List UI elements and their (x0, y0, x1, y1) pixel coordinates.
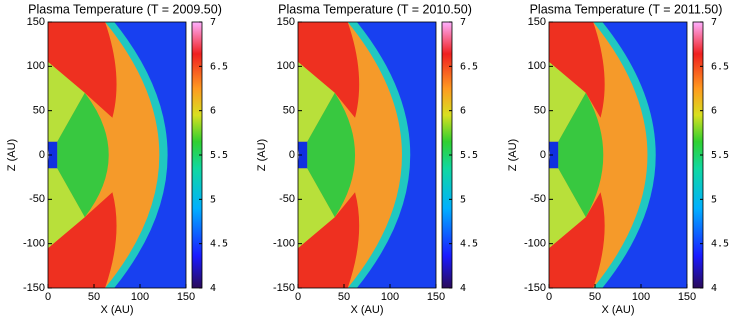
x-axis-label: X (AU) (351, 304, 384, 316)
inner-core (48, 141, 58, 169)
colorbar-tick-label: 6 (711, 106, 717, 117)
y-tick-label: -150 (23, 282, 45, 294)
x-tick-label: 50 (589, 291, 601, 303)
x-tick-label: 100 (632, 291, 650, 303)
x-tick-label: 0 (546, 291, 552, 303)
y-tick-label: -100 (23, 238, 45, 250)
heatmap-field (549, 22, 687, 288)
y-tick-label: -100 (273, 238, 295, 250)
y-tick-label: 0 (39, 149, 45, 161)
chart-title: Plasma Temperature (T = 2010.50) (278, 2, 472, 16)
lobe-region (549, 61, 586, 142)
colorbar-tick-label: 4.5 (460, 239, 478, 250)
lobe-region (298, 168, 335, 249)
heatmap-field (298, 22, 436, 288)
y-tick-label: 100 (27, 60, 45, 72)
y-tick-label: 50 (33, 105, 45, 117)
colorbar-tick-label: 5 (711, 194, 717, 205)
x-tick-label: 100 (381, 291, 399, 303)
polar-region (298, 22, 360, 118)
y-tick-label: 100 (528, 60, 546, 72)
chart-title: Plasma Temperature (T = 2011.50) (530, 2, 723, 16)
inner-core (549, 141, 559, 169)
colorbar-tick-label: 5 (210, 194, 216, 205)
inner-region (558, 92, 604, 218)
inner-region (307, 92, 356, 218)
x-tick-label: 0 (295, 291, 301, 303)
colorbar-tick-label: 6.5 (460, 61, 478, 72)
colorbar-tick-label: 5 (460, 194, 466, 205)
colorbar-tick-label: 4.5 (711, 239, 729, 250)
lobe-region (549, 168, 586, 249)
colorbar-tick-label: 4 (711, 283, 717, 294)
y-tick-label: -50 (279, 193, 295, 205)
polar-region (48, 192, 117, 288)
y-tick-label: 0 (540, 149, 546, 161)
y-tick-label: -50 (29, 193, 45, 205)
y-tick-label: -50 (530, 193, 546, 205)
y-tick-label: 50 (283, 105, 295, 117)
y-tick-label: -150 (273, 282, 295, 294)
colorbar-tick-label: 6 (210, 106, 216, 117)
inner-core (298, 141, 308, 169)
colorbar-tick-label: 6.5 (210, 61, 228, 72)
colorbar-tick-label: 4 (460, 283, 466, 294)
polar-region (549, 192, 605, 288)
colorbar-tick-label: 4 (210, 283, 216, 294)
y-tick-label: -150 (524, 282, 546, 294)
inner-region (57, 92, 109, 218)
x-axis-label: X (AU) (602, 304, 635, 316)
colorbar-tick-label: 5.5 (460, 150, 478, 161)
y-tick-label: -100 (524, 238, 546, 250)
colorbar-tick-label: 7 (460, 17, 466, 28)
colorbar-tick-label: 4.5 (210, 239, 228, 250)
heatmap-field (48, 22, 186, 288)
colorbar-tick-label: 5.5 (711, 150, 729, 161)
x-tick-label: 50 (338, 291, 350, 303)
chart-title: Plasma Temperature (T = 2009.50) (28, 2, 222, 16)
colorbar-tick-label: 7 (210, 17, 216, 28)
x-tick-label: 50 (88, 291, 100, 303)
lobe-region (48, 168, 85, 249)
lobe-region (48, 61, 85, 142)
colorbar-tick-label: 5.5 (210, 150, 228, 161)
colorbar-tick-label: 6.5 (711, 61, 729, 72)
y-tick-label: 0 (289, 149, 295, 161)
lobe-region (298, 61, 335, 142)
polar-region (298, 192, 360, 288)
colorbar-tick-label: 7 (711, 17, 717, 28)
x-tick-label: 150 (678, 291, 696, 303)
colorbar-tick-label: 6 (460, 106, 466, 117)
y-axis-label: Z (AU) (6, 139, 18, 171)
x-tick-label: 0 (45, 291, 51, 303)
x-tick-label: 150 (177, 291, 195, 303)
x-axis-label: X (AU) (101, 304, 134, 316)
y-axis-label: Z (AU) (507, 139, 519, 171)
y-tick-label: 50 (534, 105, 546, 117)
y-axis-label: Z (AU) (256, 139, 268, 171)
polar-region (48, 22, 117, 118)
y-tick-label: 150 (528, 16, 546, 28)
y-tick-label: 150 (27, 16, 45, 28)
x-tick-label: 100 (131, 291, 149, 303)
polar-region (549, 22, 605, 118)
y-tick-label: 100 (277, 60, 295, 72)
x-tick-label: 150 (427, 291, 445, 303)
y-tick-label: 150 (277, 16, 295, 28)
